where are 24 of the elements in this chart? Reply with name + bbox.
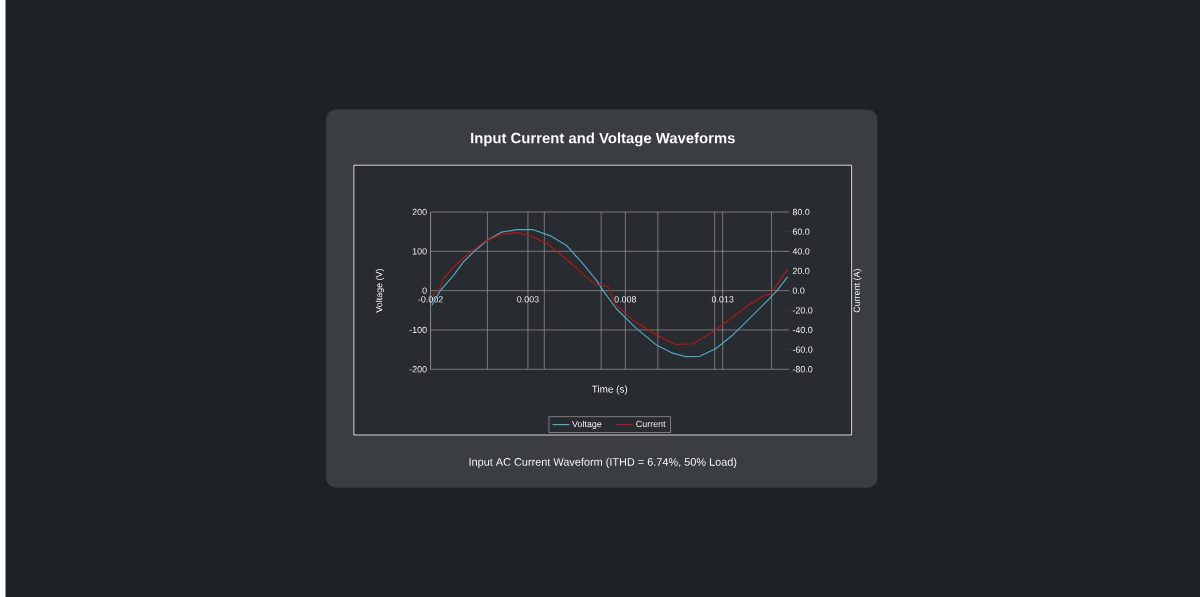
- y2-tick-label: 40.0: [792, 248, 810, 255]
- y2-tick-label: -20.0: [792, 307, 813, 314]
- legend-label: Voltage: [572, 420, 602, 429]
- y-axis-title: Voltage (V): [375, 269, 385, 313]
- x-axis-title: Time (s): [591, 385, 628, 395]
- y2-tick-label: -80.0: [792, 366, 813, 373]
- legend-label: Current: [636, 420, 666, 427]
- y2-tick-label: -60.0: [792, 346, 813, 353]
- text: Input AC Current Waveform (ITHD = 6.74%, 50% Load): [469, 457, 737, 468]
- x-tick-label: 0.008: [614, 296, 637, 303]
- y2-tick-label: -40.0: [792, 326, 813, 334]
- x-tick-label: 0.003: [517, 296, 539, 303]
- y2-axis-title: Current (A): [853, 269, 862, 313]
- y-tick-label: 200: [412, 208, 427, 216]
- x-tick-label: 0.013: [711, 296, 734, 303]
- y-tick-label: -200: [409, 366, 427, 373]
- y-tick-label: -100: [409, 326, 427, 334]
- y2-tick-label: 60.0: [792, 228, 810, 235]
- y2-tick-label: 20.0: [792, 267, 810, 275]
- y-tick-label: 0: [422, 287, 427, 294]
- y-tick-label: 100: [412, 248, 427, 255]
- y2-tick-label: 80.0: [792, 208, 810, 216]
- y2-tick-label: 0.0: [792, 287, 805, 294]
- chart-title: Input Current and Voltage Waveforms: [471, 132, 735, 147]
